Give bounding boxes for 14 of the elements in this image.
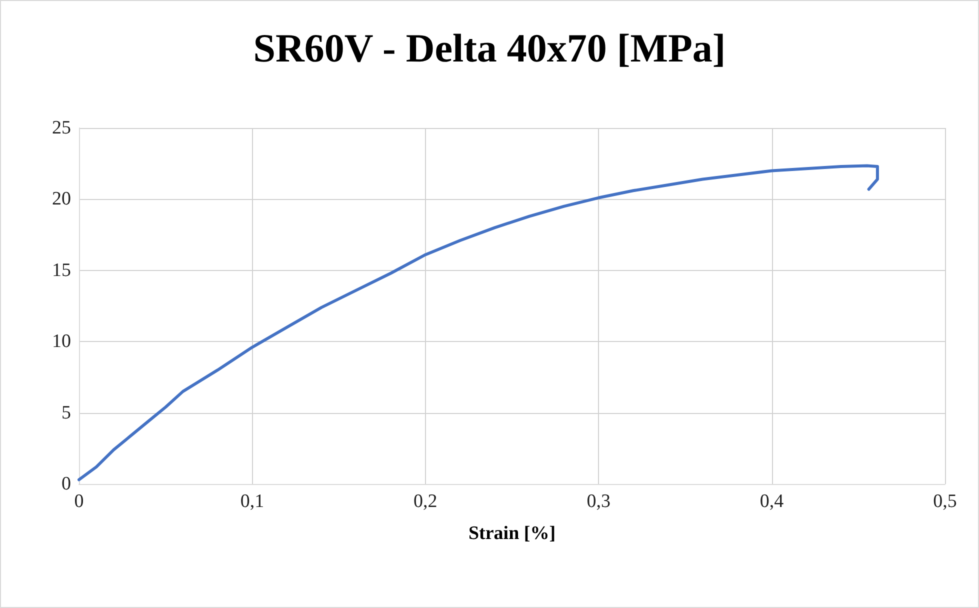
x-tick-label: 0,5 xyxy=(933,491,957,512)
line-series xyxy=(78,164,879,482)
x-tick-label: 0,3 xyxy=(586,491,610,512)
x-tick-label: 0,2 xyxy=(414,491,438,512)
y-tick-label: 20 xyxy=(52,188,71,210)
x-axis-title: Strain [%] xyxy=(468,523,556,544)
y-tick-label: 15 xyxy=(52,260,71,281)
y-tick-label: 5 xyxy=(62,402,71,424)
x-tick-label: 0,4 xyxy=(760,491,784,512)
y-tick-label: 25 xyxy=(52,118,71,138)
y-tick-label: 0 xyxy=(62,474,71,494)
chart-title: SR60V - Delta 40x70 [MPa] xyxy=(253,26,726,70)
y-tick-label: 10 xyxy=(52,331,71,352)
x-tick-label: 0,1 xyxy=(240,491,264,512)
